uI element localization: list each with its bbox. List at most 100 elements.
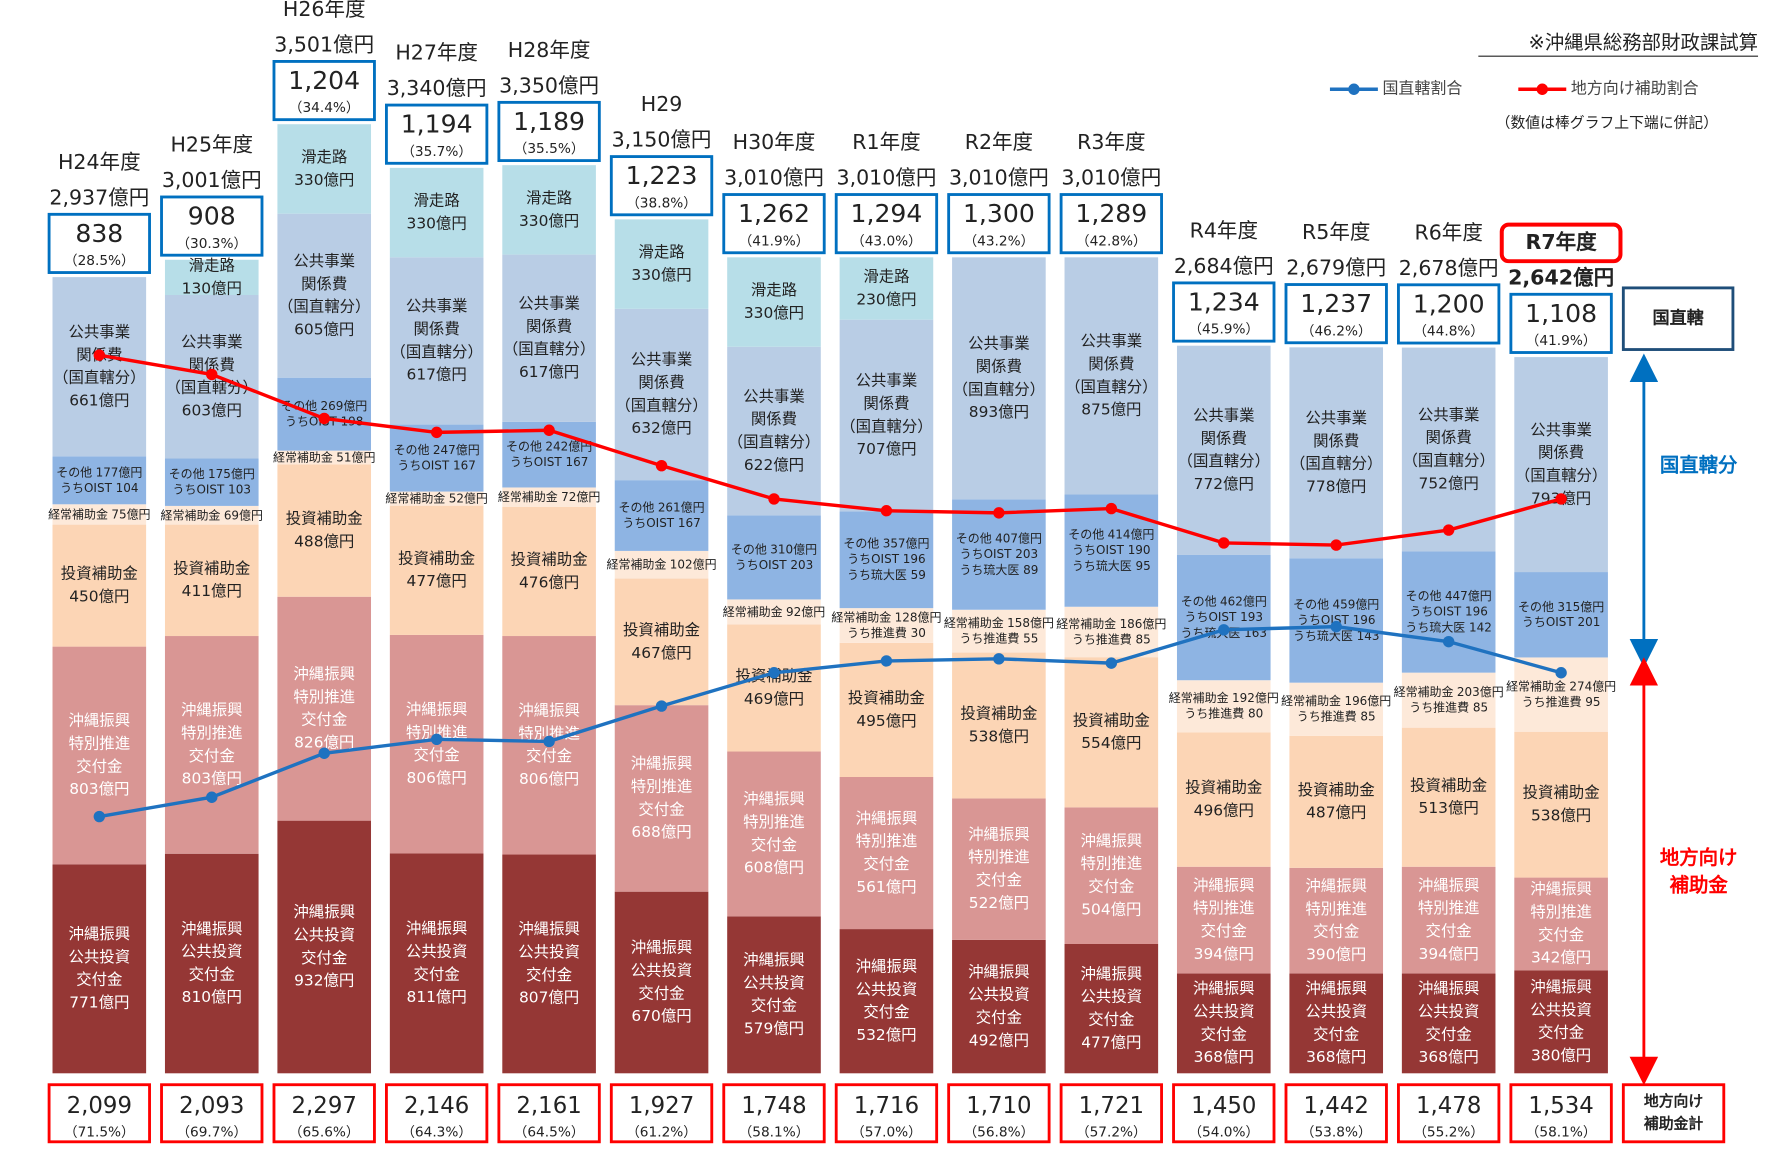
year-label: R5年度: [1302, 220, 1370, 244]
total-label: 3,010億円: [1061, 166, 1161, 190]
segment-name: 関係費: [751, 410, 797, 428]
segment-name: （国直轄分）: [503, 340, 595, 358]
segment-sublabel: うちOIST 203: [735, 558, 813, 572]
segment-name: 関係費: [301, 275, 347, 293]
segment-sublabel: うち推進費 85: [1072, 631, 1151, 646]
ratio-point: [1330, 539, 1342, 551]
bar-segment: [502, 254, 596, 422]
local-ratio: （71.5%）: [64, 1125, 135, 1141]
segment-name: その他: [618, 500, 654, 514]
local-span-label: 補助金: [1669, 874, 1729, 897]
segment-value: 488億円: [294, 532, 354, 550]
bar-segment: [1401, 727, 1496, 867]
ratio-point: [318, 747, 330, 759]
segment-sublabel: うちOIST 167: [510, 455, 588, 469]
segment-label: その他 447億円: [1406, 589, 1492, 603]
legend-dot: [1536, 83, 1548, 95]
direct-ratio: （45.9%）: [1188, 322, 1259, 338]
direct-value: 1,200: [1413, 289, 1485, 318]
bar-segment: [1176, 866, 1271, 974]
bar-segment: [164, 853, 259, 1074]
ratio-point: [1442, 524, 1455, 536]
segment-name: 沖縄振興: [518, 920, 580, 938]
segment-name: 滑走路: [414, 192, 460, 210]
segment-name: 沖縄振興: [1193, 980, 1255, 998]
direct-box: [1059, 193, 1163, 255]
segment-value: 261億円: [658, 500, 705, 514]
bar-segment: [1514, 731, 1608, 878]
segment-name: 公共投資: [293, 926, 355, 944]
direct-value: 908: [188, 202, 236, 231]
segment-name: 交付金: [1426, 922, 1472, 940]
segment-value: 75億円: [111, 507, 150, 521]
segment-name: その他: [394, 443, 430, 457]
segment-name: 沖縄振興: [968, 963, 1030, 981]
segment-value: 175億円: [208, 467, 255, 481]
segment-name: 投資補助金: [511, 551, 588, 569]
bar-segment: [614, 705, 709, 892]
bar-segment: [52, 646, 147, 865]
direct-value: 1,223: [626, 161, 698, 190]
direct-ratio: （38.8%）: [626, 195, 697, 211]
segment-value: 778億円: [1306, 478, 1366, 496]
local-ratio: （64.5%）: [514, 1125, 585, 1141]
local-value: 1,450: [1191, 1093, 1256, 1119]
direct-box: [497, 100, 601, 163]
segment-name: 投資補助金: [61, 565, 138, 583]
segment-name: 沖縄振興: [406, 700, 468, 718]
bar-segment: [1514, 877, 1608, 971]
ratio-line: [99, 624, 1562, 819]
segment-name: その他: [956, 531, 992, 545]
direct-box: [1172, 281, 1276, 343]
bar-segment: [1514, 572, 1608, 658]
segment-label: 経常補助金 186億円: [1056, 615, 1166, 630]
segment-value: 411億円: [182, 582, 242, 600]
year-label: H30年度: [733, 130, 816, 154]
bar-segment: [614, 891, 709, 1074]
segment-name: （国直轄分）: [728, 433, 820, 451]
segment-name: 沖縄振興: [743, 790, 805, 808]
segment-name: 公共投資: [743, 974, 805, 992]
direct-box: [1509, 292, 1613, 354]
segment-name: 交付金: [1313, 1025, 1359, 1043]
local-box: [1172, 1083, 1276, 1144]
direct-ratio: （43.0%）: [851, 233, 922, 249]
ratio-line: [99, 353, 1562, 547]
segment-name: （国直轄分）: [840, 417, 932, 435]
segment-value: 394億円: [1419, 945, 1479, 963]
segment-name: 公共事業: [293, 252, 355, 270]
segment-name: 経常補助金: [944, 615, 1004, 630]
segment-label: その他 310億円: [731, 542, 817, 556]
local-span-label: 地方向け: [1660, 846, 1738, 869]
segment-value: 368億円: [1306, 1048, 1366, 1066]
segment-value: 579億円: [744, 1020, 804, 1038]
segment-name: 交付金: [1088, 878, 1134, 896]
segment-name: 経常補助金: [498, 489, 558, 504]
local-box: [1397, 1083, 1501, 1144]
year-label: H29: [641, 92, 683, 116]
segment-value: 495億円: [856, 712, 916, 730]
ratio-point: [93, 349, 106, 361]
segment-value: 186億円: [1120, 616, 1167, 630]
segment-name: その他: [281, 399, 317, 413]
segment-name: 特別推進: [181, 724, 243, 742]
year-label: R4年度: [1190, 219, 1258, 243]
segment-name: 特別推進: [293, 688, 355, 706]
local-value: 2,297: [292, 1093, 357, 1119]
local-value: 2,161: [516, 1093, 581, 1119]
local-box: [384, 1083, 489, 1144]
segment-name: 交付金: [976, 871, 1022, 889]
direct-box: [609, 155, 714, 217]
segment-value: 247億円: [433, 443, 480, 457]
bar-segment: [839, 929, 934, 1074]
local-value: 1,716: [854, 1093, 919, 1119]
segment-name: 交付金: [414, 746, 460, 764]
segment-name: 経常補助金: [1394, 684, 1454, 699]
local-box: [1059, 1083, 1163, 1144]
segment-sublabel: うち琉大医 89: [959, 563, 1038, 577]
legend-label: 国直轄割合: [1382, 79, 1462, 98]
bar-segment: [614, 219, 709, 309]
total-label: 2,684億円: [1174, 254, 1274, 278]
